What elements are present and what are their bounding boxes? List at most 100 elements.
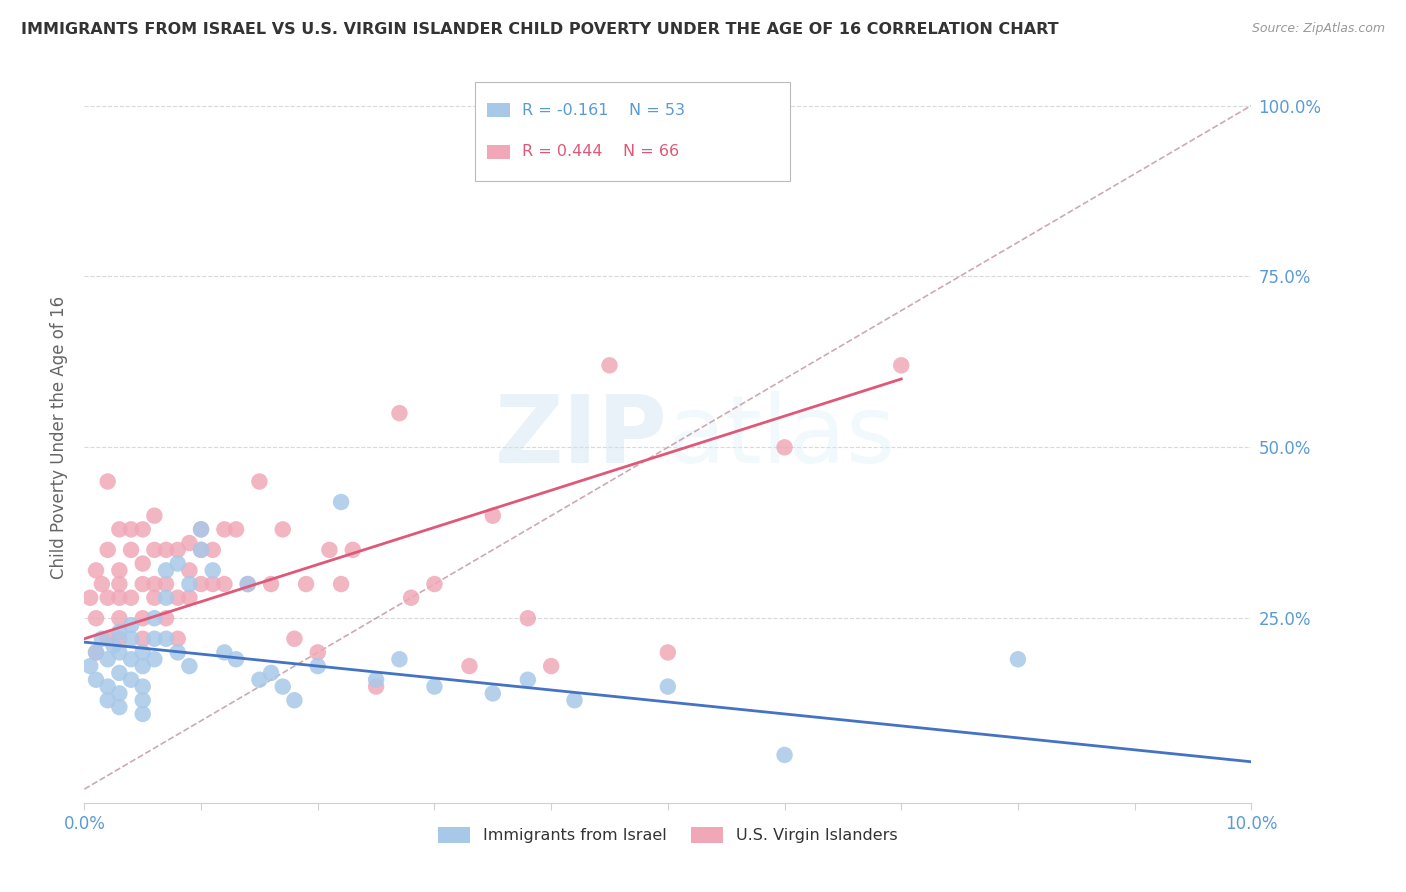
Point [423,577,446,591]
Point [179,659,201,673]
Point [132,659,155,673]
Point [155,591,177,605]
Point [773,747,796,762]
Point [166,591,188,605]
Point [214,522,236,536]
Point [97,542,120,557]
Point [120,522,142,536]
Point [482,686,505,700]
Point [97,680,120,694]
Point [201,577,224,591]
Point [423,680,446,694]
Point [155,611,177,625]
Point [330,495,353,509]
Point [366,680,388,694]
Point [190,542,212,557]
Point [260,577,283,591]
Point [143,632,166,646]
Point [79,591,101,605]
Point [97,591,120,605]
Point [773,440,796,454]
Point [132,522,155,536]
Point [890,359,912,373]
Point [260,665,283,680]
Point [190,522,212,536]
Text: R = 0.444    N = 66: R = 0.444 N = 66 [522,145,679,160]
Point [166,557,188,571]
Point [564,693,586,707]
Point [155,563,177,577]
Point [84,673,107,687]
Point [120,591,142,605]
Point [108,645,131,659]
Point [132,632,155,646]
Point [516,673,538,687]
Point [103,639,125,653]
FancyBboxPatch shape [486,103,510,118]
Point [132,680,155,694]
Point [318,542,340,557]
Point [283,693,305,707]
Point [271,680,294,694]
Point [330,577,353,591]
Text: IMMIGRANTS FROM ISRAEL VS U.S. VIRGIN ISLANDER CHILD POVERTY UNDER THE AGE OF 16: IMMIGRANTS FROM ISRAEL VS U.S. VIRGIN IS… [21,22,1059,37]
Point [155,632,177,646]
Point [1007,652,1029,666]
Point [120,618,142,632]
Point [108,665,131,680]
Point [79,659,101,673]
Point [120,632,142,646]
Point [458,659,481,673]
Point [155,542,177,557]
Point [143,611,166,625]
Legend: Immigrants from Israel, U.S. Virgin Islanders: Immigrants from Israel, U.S. Virgin Isla… [432,821,904,850]
Point [143,542,166,557]
Point [179,591,201,605]
Point [108,611,131,625]
Point [249,475,271,489]
Point [236,577,259,591]
Point [132,557,155,571]
Point [143,577,166,591]
Point [132,693,155,707]
Point [108,591,131,605]
Point [97,475,120,489]
Text: Source: ZipAtlas.com: Source: ZipAtlas.com [1251,22,1385,36]
Point [214,577,236,591]
Text: atlas: atlas [668,391,896,483]
Point [190,577,212,591]
Point [599,359,621,373]
Text: ZIP: ZIP [495,391,668,483]
Point [132,645,155,659]
Point [90,632,112,646]
Point [108,686,131,700]
Point [657,645,679,659]
Point [132,611,155,625]
Point [179,577,201,591]
Point [201,563,224,577]
Point [132,577,155,591]
Point [143,591,166,605]
Point [90,577,112,591]
Point [388,406,411,420]
Point [108,700,131,714]
Point [179,536,201,550]
Point [225,652,247,666]
Point [657,680,679,694]
Point [366,673,388,687]
Point [108,624,131,639]
Point [516,611,538,625]
Point [179,563,201,577]
Point [236,577,259,591]
Point [540,659,562,673]
Point [108,632,131,646]
Point [482,508,505,523]
Point [120,673,142,687]
Point [97,693,120,707]
Point [399,591,422,605]
Point [166,632,188,646]
Text: R = -0.161    N = 53: R = -0.161 N = 53 [522,103,685,118]
Point [132,706,155,721]
Point [388,652,411,666]
Point [120,652,142,666]
